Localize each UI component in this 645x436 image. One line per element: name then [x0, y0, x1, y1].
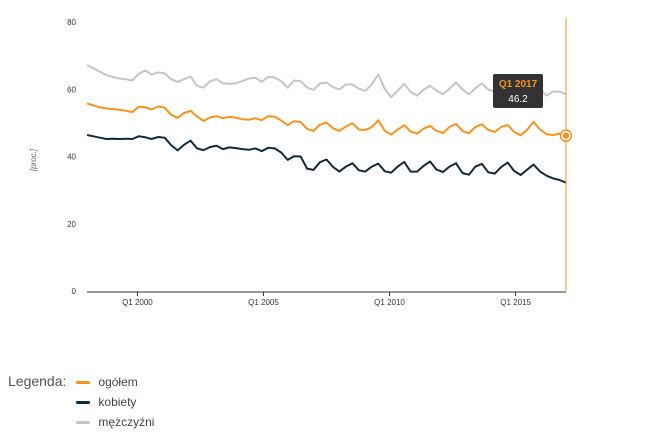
y-axis: 0 20 40 60 80 — [67, 18, 76, 296]
marker-layer — [559, 129, 573, 142]
legend-item-kobiety[interactable]: kobiety — [76, 392, 154, 412]
series-line-kobiety[interactable] — [86, 134, 567, 184]
legend-label: kobiety — [98, 395, 137, 409]
tooltip-background — [493, 74, 543, 108]
y-tick-label: 40 — [67, 153, 76, 162]
legend-item-mezczyzni[interactable]: mężczyźni — [76, 412, 154, 432]
tooltip: Q1 2017 46.2 — [493, 74, 543, 108]
y-axis-label: [proc.] — [29, 148, 38, 172]
y-tick-label: 0 — [72, 287, 77, 296]
tooltip-value: 46.2 — [508, 94, 528, 105]
legend-list: ogółem kobiety mężczyźni — [76, 372, 154, 432]
legend-label: mężczyźni — [98, 415, 155, 429]
legend-swatch — [76, 380, 91, 384]
legend-swatch — [76, 420, 91, 424]
series-layer — [86, 64, 567, 184]
x-tick-label: Q1 2010 — [374, 298, 405, 307]
x-tick-label: Q1 2000 — [122, 298, 153, 307]
x-tick-label: Q1 2015 — [500, 298, 531, 307]
y-tick-label: 80 — [67, 18, 76, 27]
series-line-mezczyzni[interactable] — [86, 64, 567, 99]
x-axis: Q1 2000 Q1 2005 Q1 2010 Q1 2015 — [87, 291, 566, 307]
legend-title: Legenda: — [8, 373, 67, 389]
hover-marker-dot — [562, 132, 570, 139]
legend-item-ogolem[interactable]: ogółem — [76, 372, 154, 392]
legend-label: ogółem — [98, 375, 138, 389]
y-tick-label: 20 — [67, 220, 76, 229]
series-line-ogolem[interactable] — [86, 102, 567, 137]
tooltip-label: Q1 2017 — [499, 79, 538, 90]
y-tick-label: 60 — [67, 85, 76, 94]
x-tick-label: Q1 2005 — [248, 298, 279, 307]
legend: Legenda: ogółem kobiety mężczyźni — [8, 372, 154, 432]
legend-swatch — [76, 400, 91, 404]
